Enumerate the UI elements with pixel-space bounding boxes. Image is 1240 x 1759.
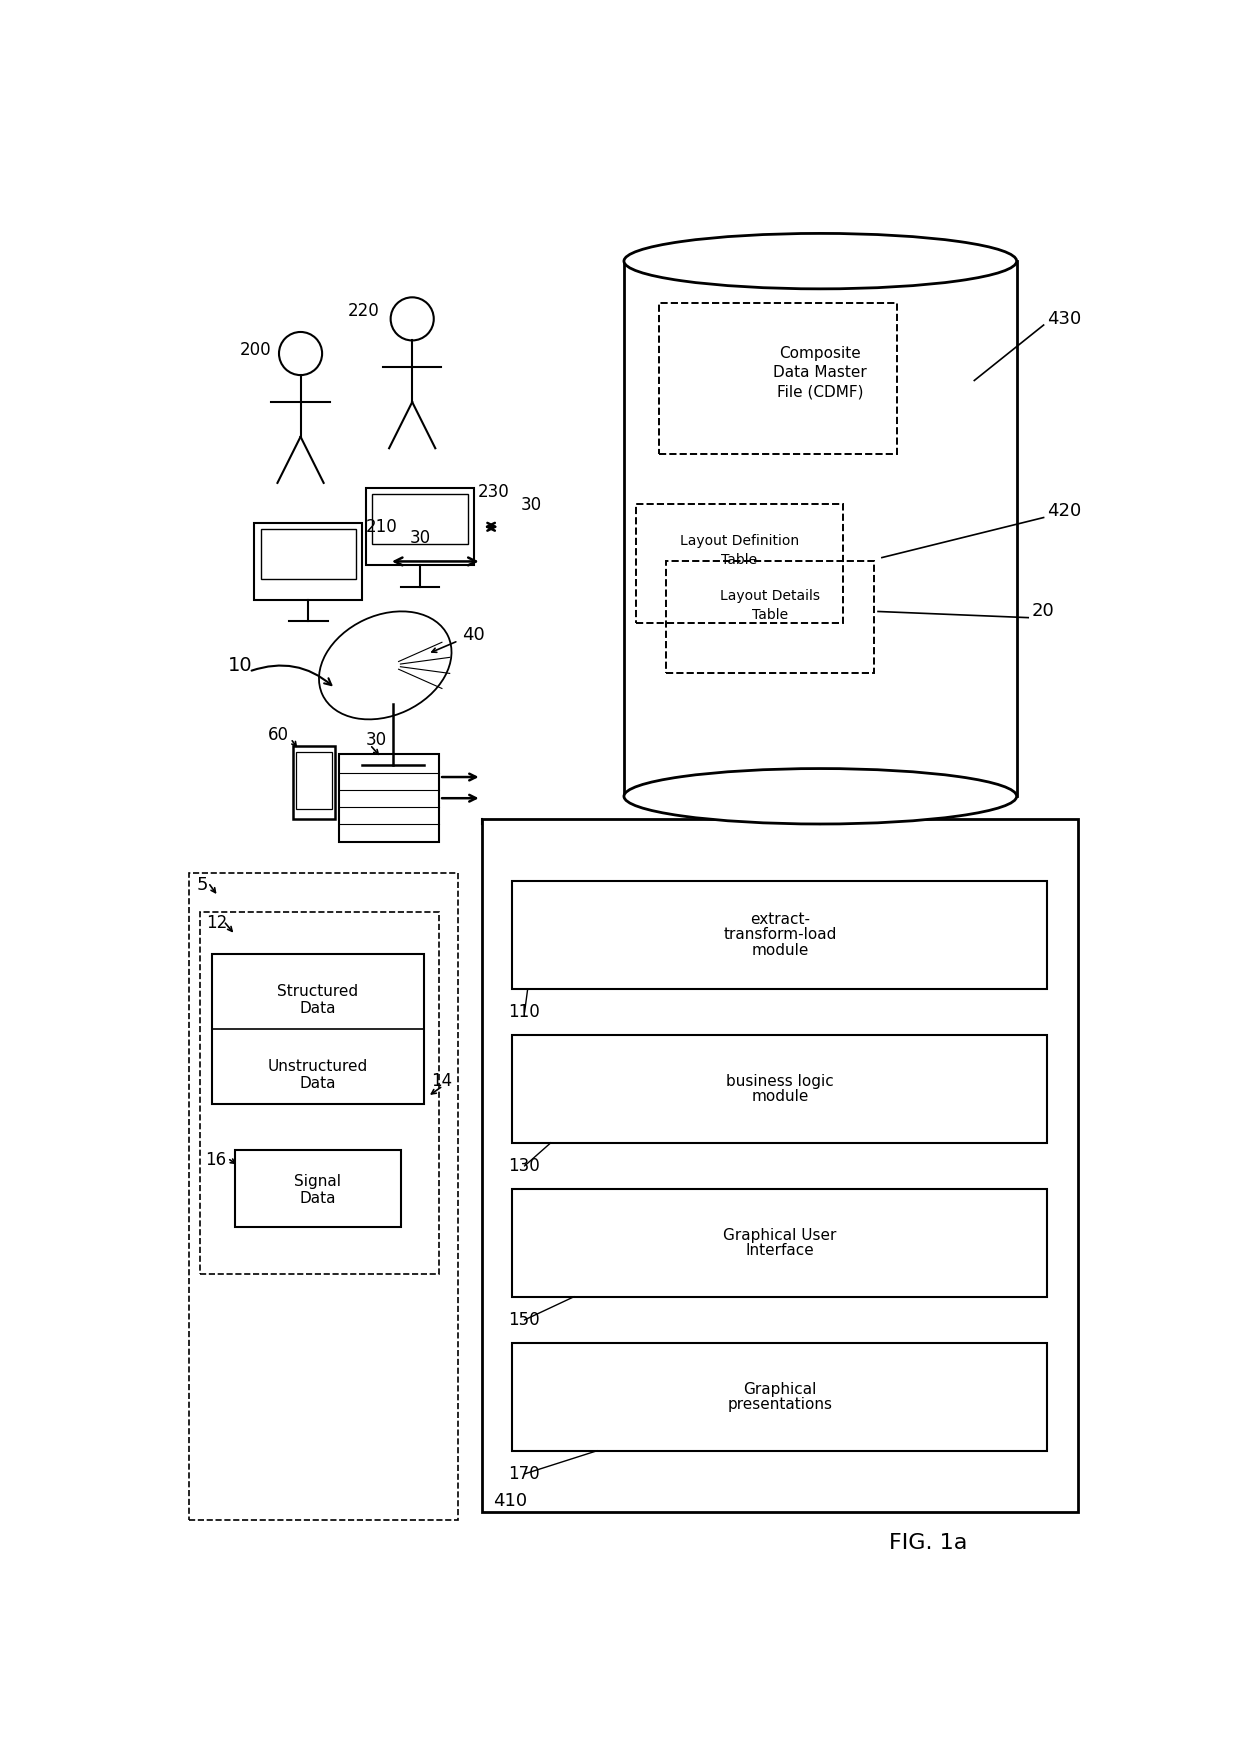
Text: presentations: presentations — [728, 1397, 832, 1412]
Text: Composite: Composite — [780, 347, 861, 361]
Bar — [512, 1189, 1048, 1296]
Text: 20: 20 — [1032, 603, 1055, 621]
Text: 16: 16 — [205, 1150, 226, 1168]
Text: Layout Definition: Layout Definition — [680, 533, 799, 547]
Bar — [372, 494, 467, 545]
Text: 170: 170 — [508, 1465, 541, 1483]
Text: 410: 410 — [494, 1492, 527, 1509]
Text: Signal: Signal — [294, 1173, 341, 1189]
Ellipse shape — [624, 234, 1017, 288]
Bar — [236, 1150, 401, 1228]
Text: extract-: extract- — [750, 911, 810, 927]
Bar — [512, 881, 1048, 989]
Text: Structured: Structured — [278, 985, 358, 999]
Text: 110: 110 — [508, 1003, 541, 1020]
Text: 30: 30 — [409, 529, 430, 547]
Text: 220: 220 — [348, 303, 379, 320]
Text: Table: Table — [753, 609, 789, 623]
Bar — [481, 820, 1079, 1513]
Text: 30: 30 — [521, 496, 542, 514]
Bar — [212, 953, 424, 1105]
Text: Unstructured: Unstructured — [268, 1059, 368, 1075]
Bar — [188, 872, 459, 1520]
Text: module: module — [751, 1089, 808, 1105]
Text: 130: 130 — [508, 1157, 541, 1175]
Bar — [254, 522, 362, 600]
Text: 210: 210 — [366, 517, 398, 536]
Bar — [512, 1034, 1048, 1143]
Text: 430: 430 — [1048, 310, 1081, 327]
Bar — [296, 753, 332, 809]
Text: 12: 12 — [207, 915, 228, 932]
Bar — [201, 911, 439, 1274]
Text: Data: Data — [300, 1191, 336, 1205]
Text: 150: 150 — [508, 1310, 541, 1328]
Text: business logic: business logic — [725, 1073, 833, 1089]
Text: transform-load: transform-load — [723, 927, 837, 943]
Text: Graphical User: Graphical User — [723, 1228, 837, 1242]
Text: Interface: Interface — [745, 1244, 815, 1258]
Text: Data: Data — [300, 1001, 336, 1017]
Bar — [260, 529, 356, 579]
Bar — [658, 304, 898, 454]
Text: 5: 5 — [197, 876, 208, 894]
Text: 420: 420 — [1048, 503, 1081, 521]
Text: FIG. 1a: FIG. 1a — [889, 1534, 967, 1553]
Bar — [339, 755, 439, 843]
Text: Data Master: Data Master — [774, 366, 867, 380]
Text: Graphical: Graphical — [743, 1381, 817, 1397]
Text: File (CDMF): File (CDMF) — [777, 385, 863, 399]
Bar — [666, 561, 874, 674]
Text: Data: Data — [300, 1077, 336, 1091]
Ellipse shape — [624, 769, 1017, 823]
Bar — [366, 489, 474, 565]
Bar — [512, 1342, 1048, 1451]
Bar — [293, 746, 335, 820]
Text: 60: 60 — [268, 726, 289, 744]
Text: 40: 40 — [463, 626, 485, 644]
Text: 10: 10 — [227, 656, 252, 675]
Text: 14: 14 — [432, 1073, 453, 1091]
Text: module: module — [751, 943, 808, 959]
Text: Layout Details: Layout Details — [720, 589, 820, 603]
Bar — [635, 503, 843, 623]
Text: 230: 230 — [477, 484, 510, 501]
Text: 200: 200 — [239, 341, 272, 359]
Text: 30: 30 — [366, 732, 387, 749]
Text: Table: Table — [722, 552, 758, 566]
